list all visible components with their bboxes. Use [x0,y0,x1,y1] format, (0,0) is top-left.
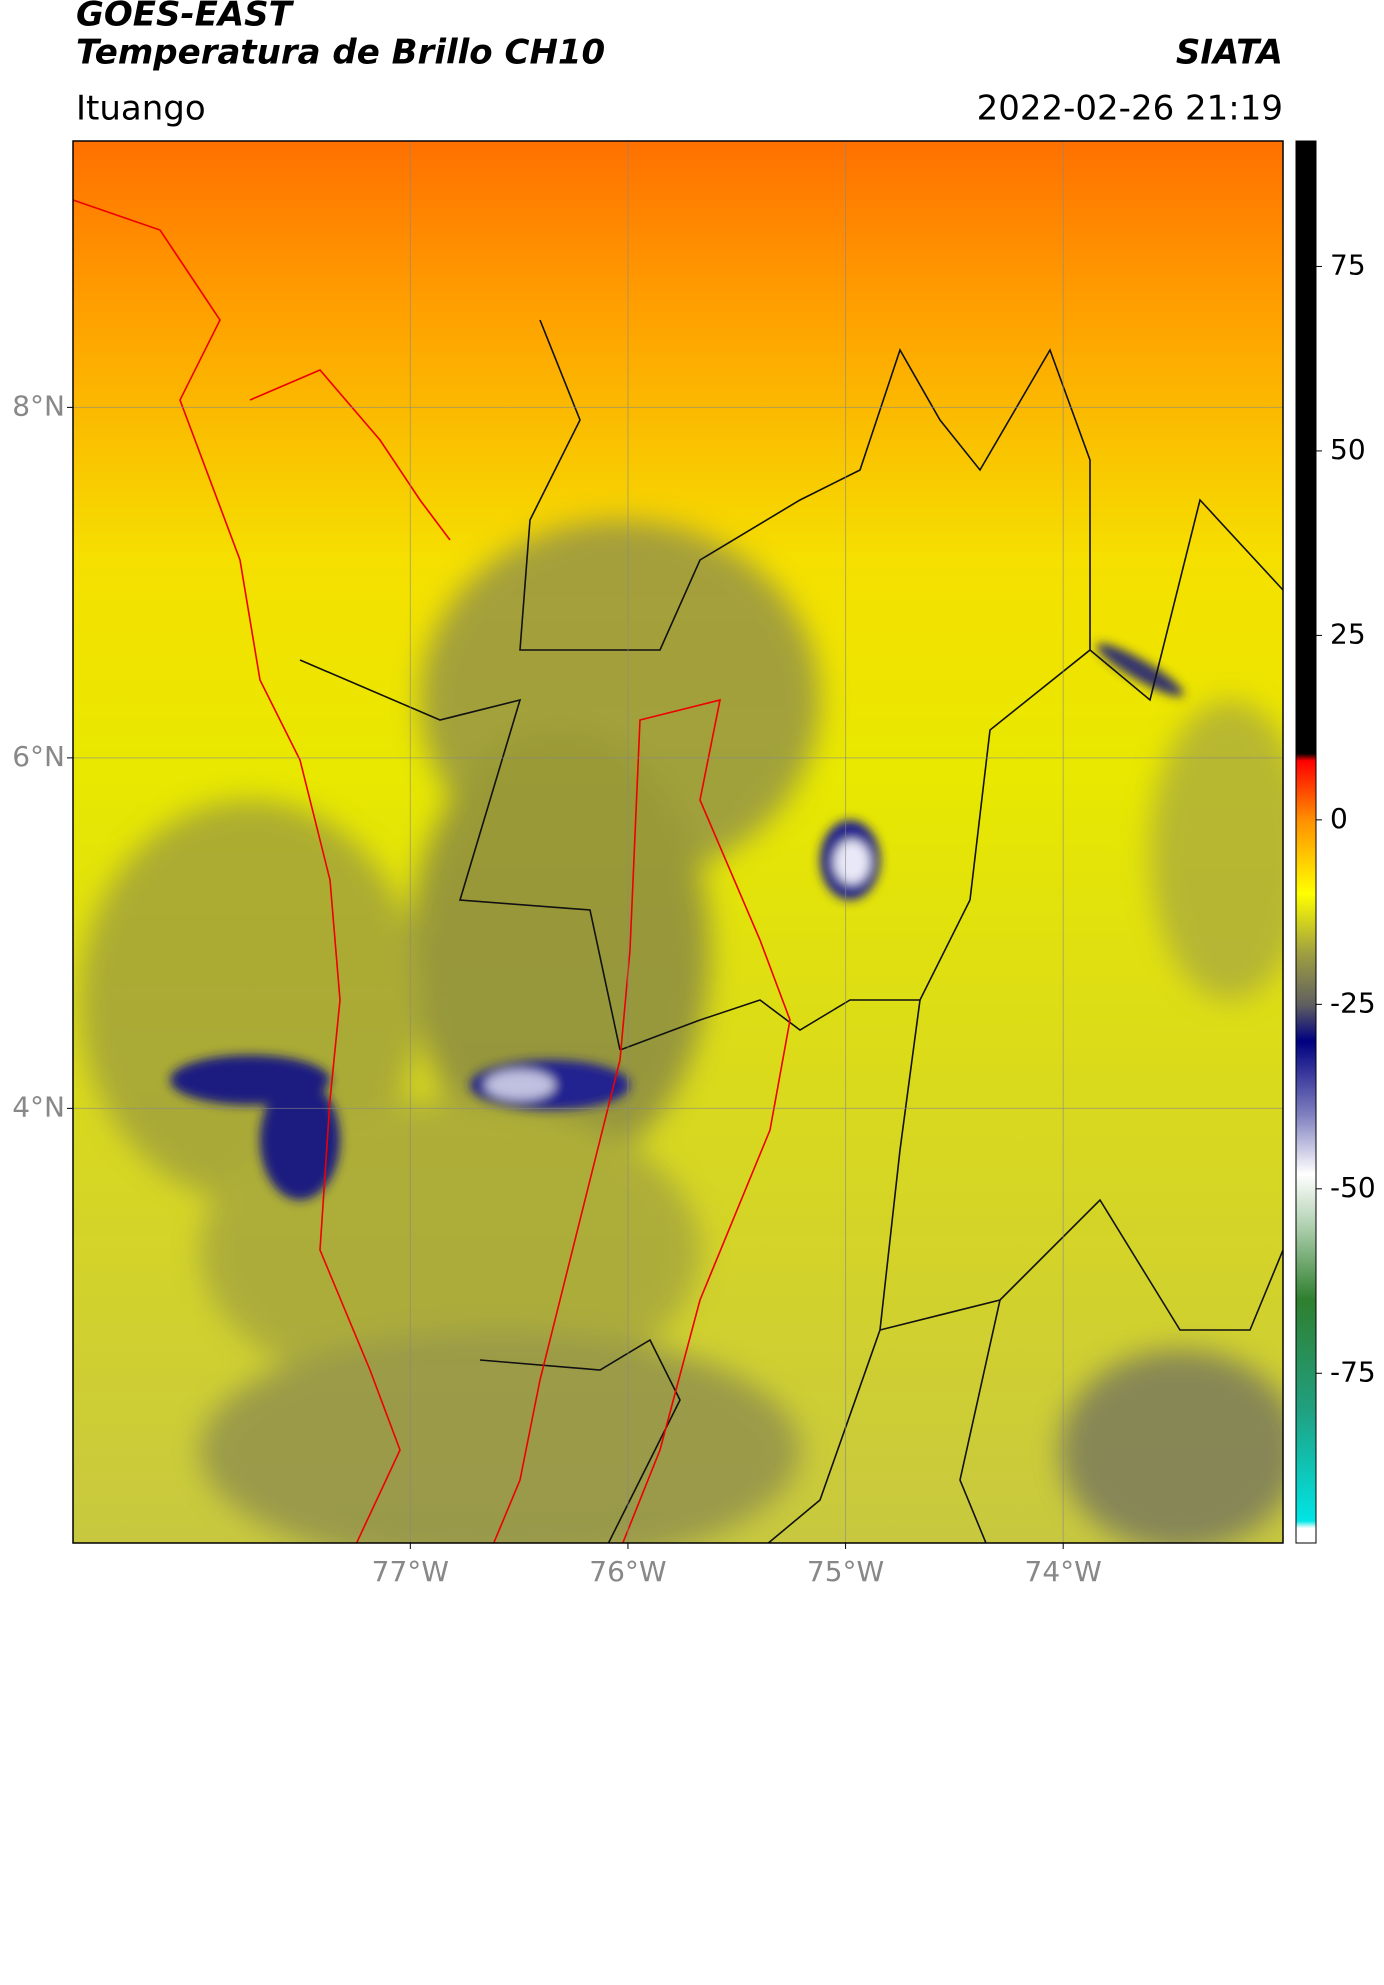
subtitle: Temperatura de Brillo CH10 [76,33,605,73]
colorbar-tick-label: -75 [1330,1355,1376,1388]
cold-cloud-tops [170,643,1184,1200]
department-border [73,199,791,1543]
x-tick-label: 77°W [372,1555,449,1588]
datetime: 2022-02-26 21:19 [977,89,1283,129]
colorbar-tick-label: -50 [1330,1171,1376,1204]
y-tick-label: 8°N [12,389,65,422]
map-frame [72,140,1284,1544]
y-tick-label: 4°N [12,1090,65,1123]
colorbar-tick-label: -25 [1330,986,1376,1019]
source: SIATA [1176,33,1283,73]
colorbar-tick-label: 75 [1330,248,1366,281]
x-tick-label: 76°W [589,1555,666,1588]
boundaries [299,319,1283,1543]
title: GOES-EAST [76,0,295,35]
colorbar-tick-label: 0 [1330,802,1348,835]
colorbar-tick-label: 50 [1330,433,1366,466]
colorbar-tick-label: 25 [1330,617,1366,650]
x-tick-label: 74°W [1025,1555,1102,1588]
map [73,141,1283,1543]
location: Ituango [76,89,206,129]
colorbar [1295,140,1317,1544]
y-tick-label: 6°N [12,740,65,773]
x-tick-label: 75°W [807,1555,884,1588]
